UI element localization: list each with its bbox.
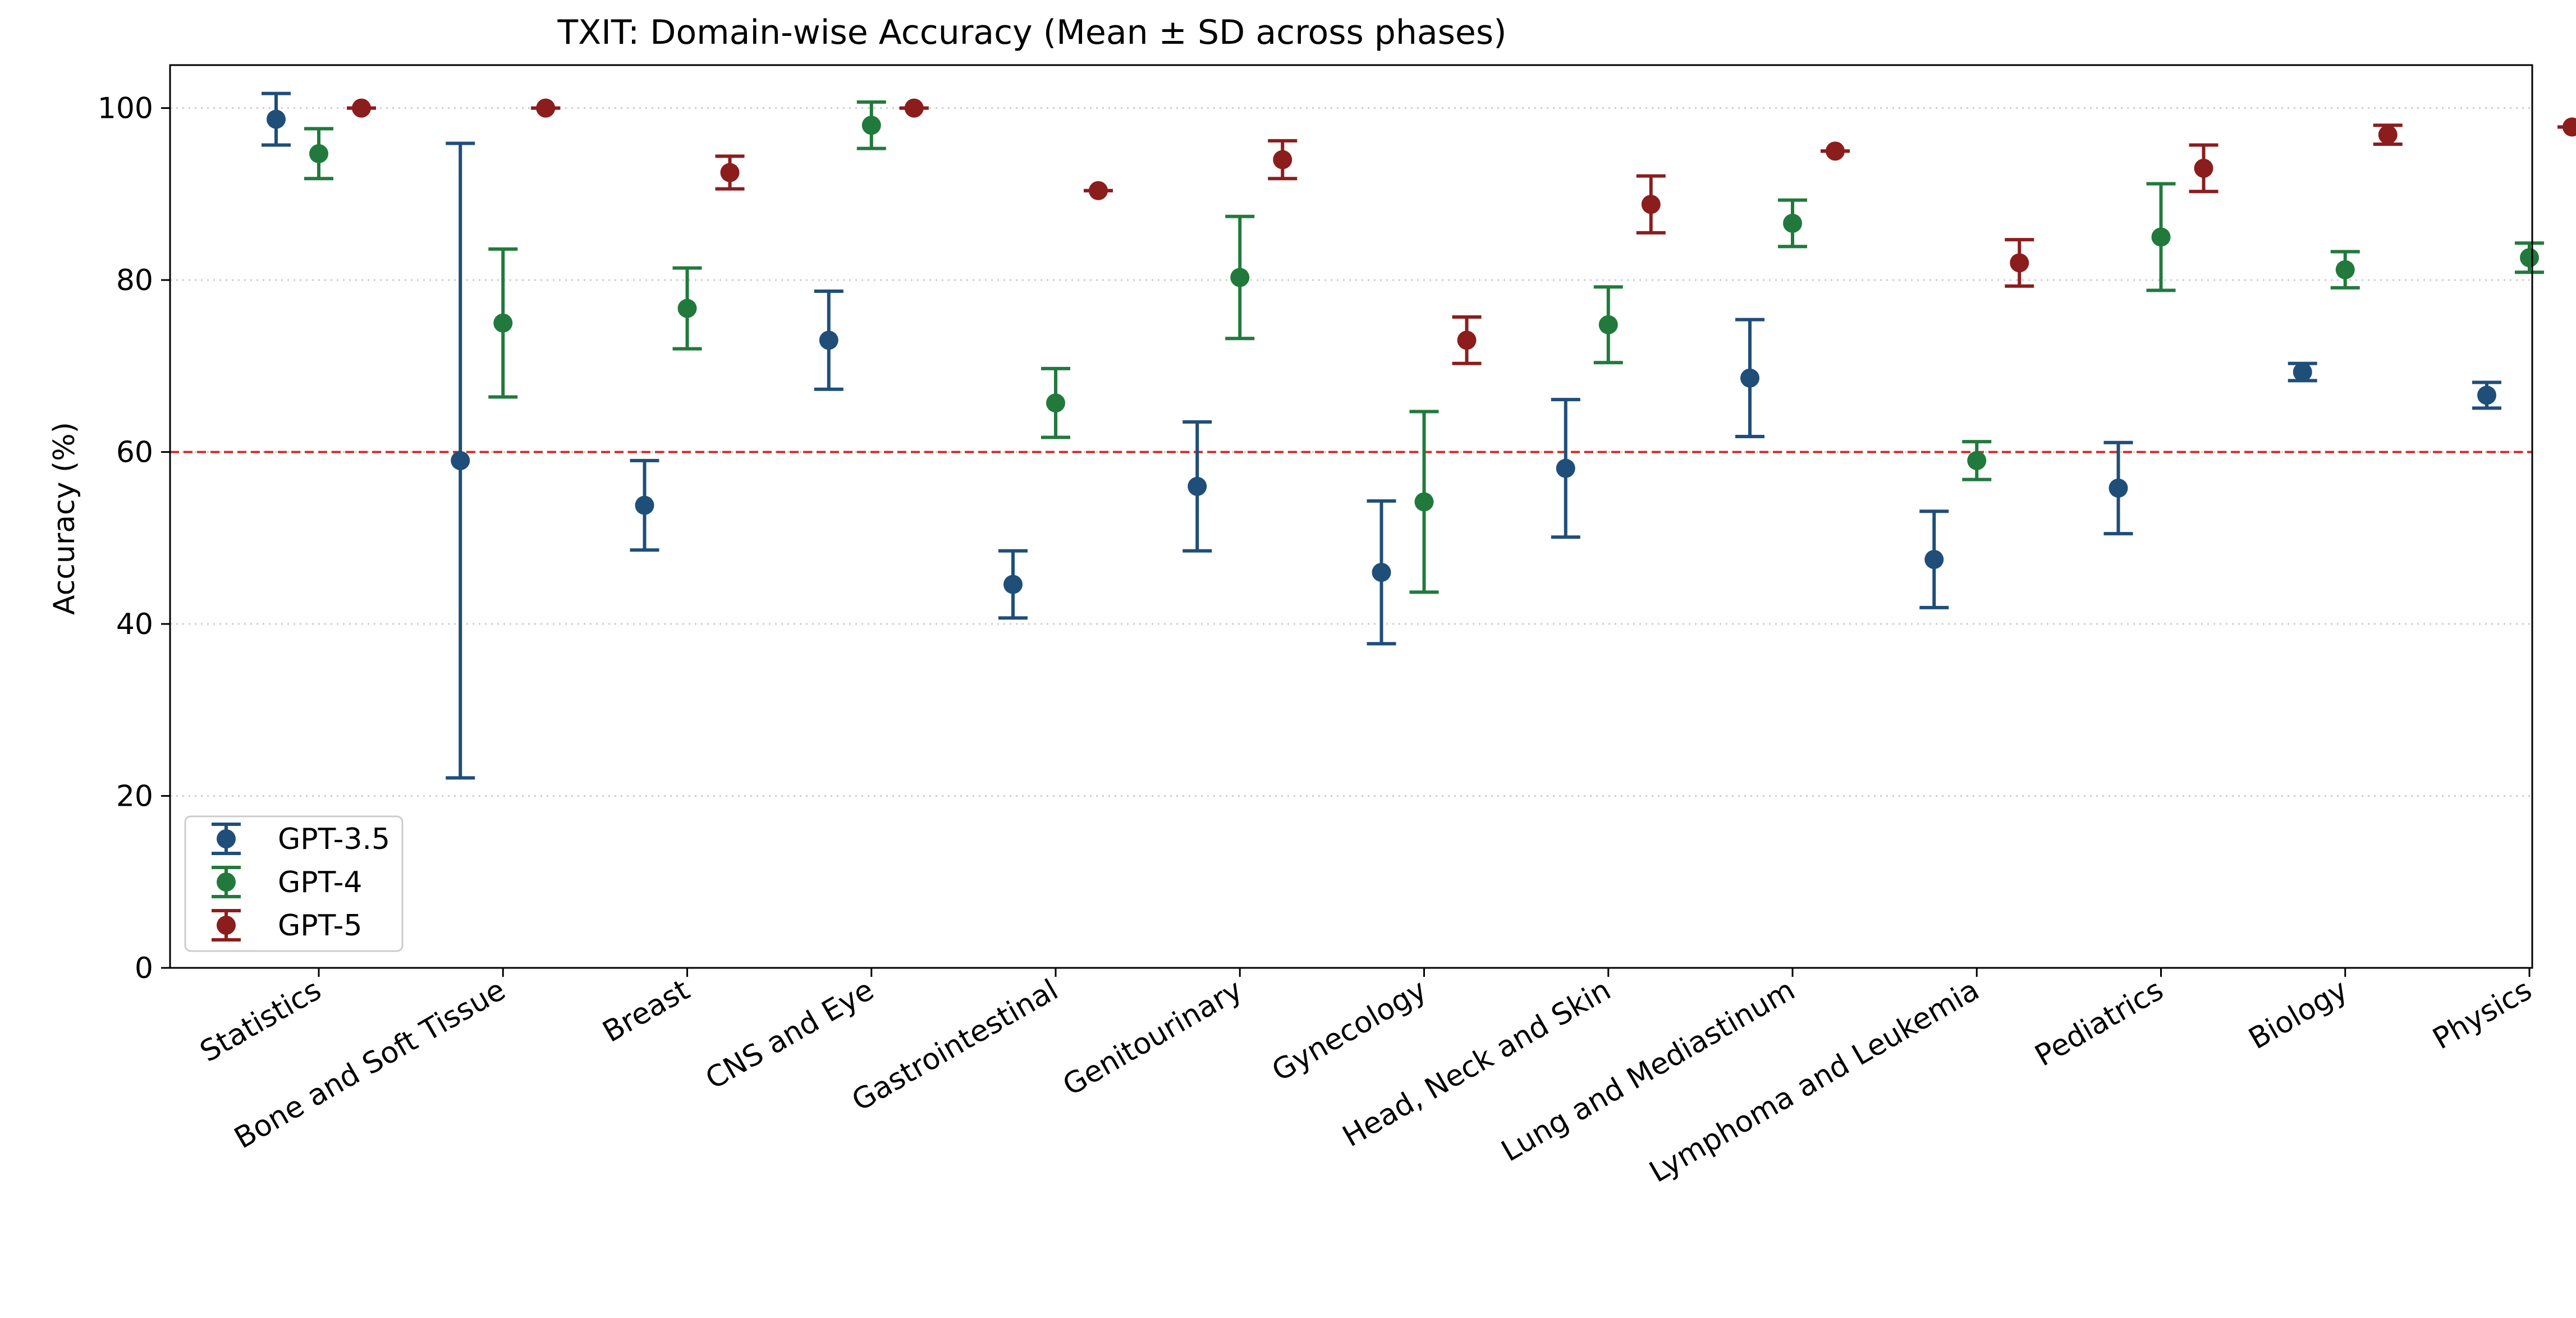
data-point (2293, 362, 2312, 382)
legend-marker-point (217, 872, 236, 892)
data-point (2563, 117, 2576, 137)
data-point (1783, 213, 1802, 233)
y-axis-label: Accuracy (%) (48, 422, 81, 615)
data-point (1457, 330, 1477, 350)
legend-marker-point (217, 829, 236, 848)
data-point (493, 313, 513, 333)
data-point (1089, 181, 1108, 200)
data-point (1740, 368, 1759, 388)
y-tick-label: 80 (116, 264, 153, 297)
legend-label: GPT-4 (278, 866, 363, 899)
data-point (2520, 248, 2539, 268)
data-point (2194, 158, 2213, 178)
data-point (1641, 195, 1661, 214)
data-point (2151, 227, 2171, 247)
data-point (2477, 385, 2496, 405)
y-tick-label: 0 (135, 952, 153, 985)
data-point (1924, 550, 1944, 570)
data-point (1046, 393, 1065, 413)
data-point (1003, 575, 1023, 594)
data-point (1967, 451, 1987, 470)
data-point (352, 98, 371, 118)
data-point (309, 144, 328, 163)
data-point (451, 451, 470, 470)
data-point (1598, 315, 1618, 334)
legend: GPT-3.5 GPT-4 GPT-5 (184, 815, 404, 952)
data-point (2109, 478, 2128, 498)
data-point (819, 330, 838, 350)
data-point (1826, 141, 1845, 161)
data-point (904, 98, 924, 118)
data-point (267, 109, 286, 129)
y-tick-label: 60 (116, 436, 153, 470)
data-point (2378, 125, 2398, 145)
legend-label: GPT-5 (278, 909, 363, 943)
data-point (1273, 150, 1292, 169)
y-tick-label: 100 (98, 92, 153, 126)
series-gpt-4 (304, 100, 2544, 594)
data-point (536, 98, 556, 118)
series-gpt-5 (347, 98, 2576, 365)
legend-label: GPT-3.5 (278, 823, 390, 856)
legend-marker-point (217, 916, 236, 935)
data-point (2335, 260, 2355, 279)
data-point (1372, 563, 1391, 582)
legend-box (184, 815, 404, 952)
data-point (861, 116, 881, 135)
y-tick-label: 40 (116, 608, 153, 641)
data-point (1188, 476, 1207, 496)
data-point (1556, 458, 1575, 478)
data-point (1414, 492, 1434, 512)
series-gpt-3-5 (262, 91, 2501, 780)
data-point (2010, 253, 2029, 273)
data-point (677, 298, 697, 318)
chart-title: TXIT: Domain-wise Accuracy (Mean ± SD ac… (557, 13, 1506, 52)
plot-frame (169, 64, 2533, 969)
y-tick-label: 20 (116, 780, 153, 814)
data-point (720, 163, 740, 182)
data-point (1230, 268, 1250, 287)
data-point (635, 495, 654, 515)
